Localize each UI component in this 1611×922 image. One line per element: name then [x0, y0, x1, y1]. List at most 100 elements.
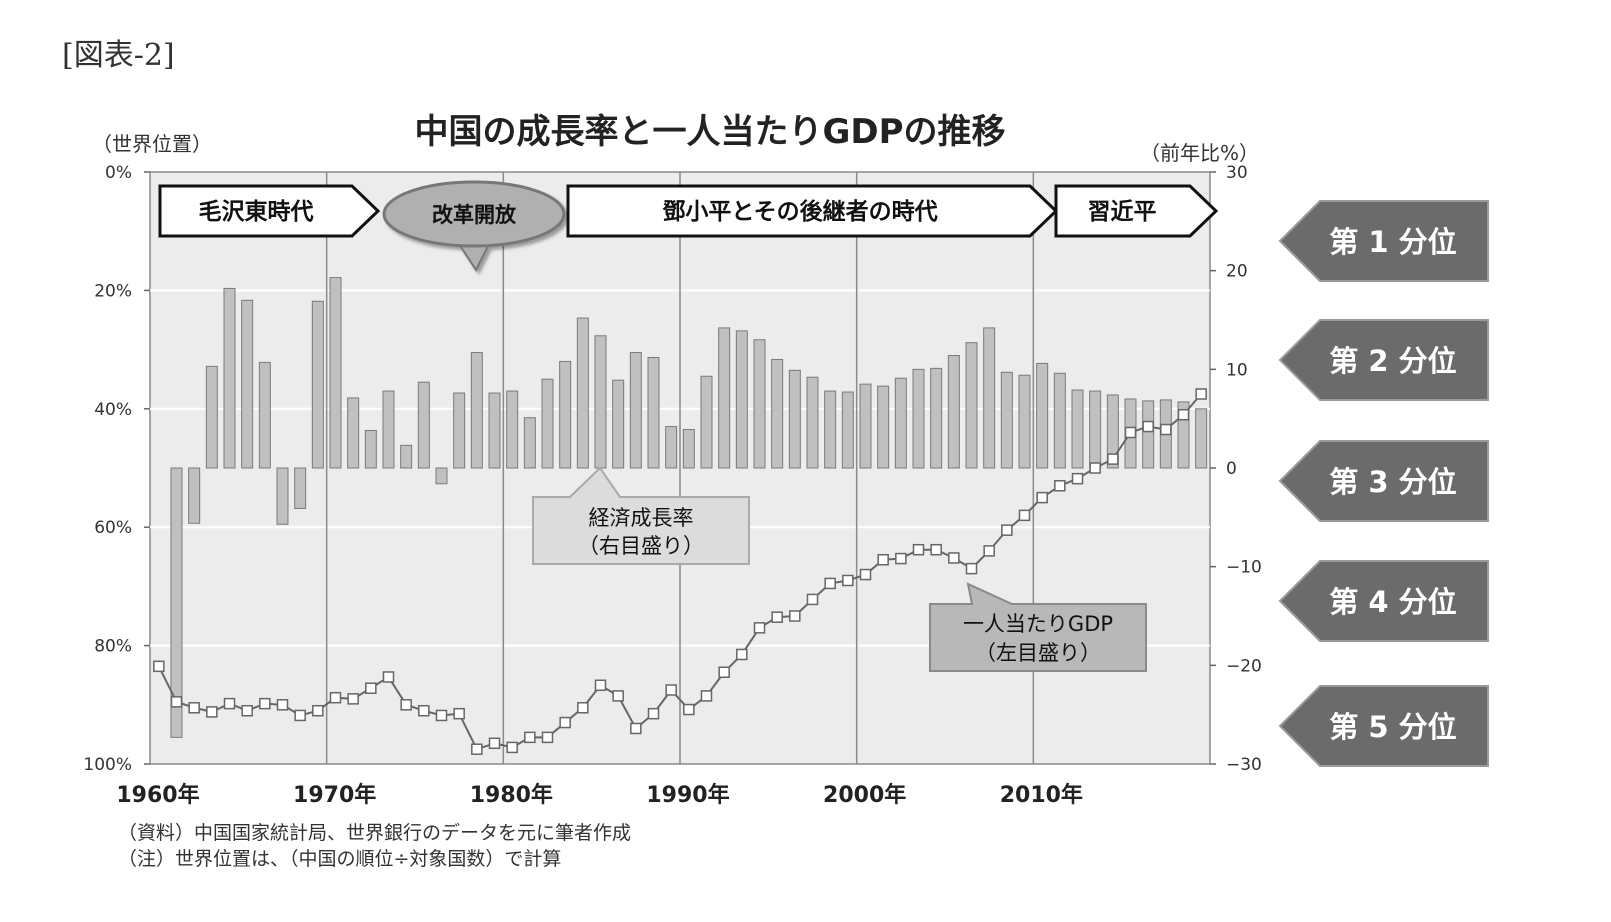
- gdp-point: [259, 697, 271, 710]
- era-banners: 毛沢東時代 改革開放 鄧小平とその後継者の時代 習近平: [158, 180, 1219, 273]
- gdp-point: [877, 554, 889, 566]
- gdp-point: [647, 707, 660, 720]
- gdp-point: [276, 699, 289, 711]
- gdp-point: [347, 693, 359, 705]
- growth-callout: 経済成長率 （右目盛り）: [532, 466, 750, 565]
- source-note: （資料）中国国家統計局、世界銀行のデータを元に筆者作成: [118, 822, 632, 844]
- growth-bar: [506, 390, 519, 469]
- gdp-point: [789, 610, 801, 622]
- growth-bar: [700, 375, 713, 469]
- growth-bar: [523, 417, 536, 469]
- growth-bar: [841, 391, 854, 469]
- axes: 0% 20% 40% 60% 80% 100% 30 20 10 0 −10 −20 −30 1960年 1…: [83, 163, 1262, 808]
- left-axis-caption: （世界位置）: [92, 132, 212, 156]
- quintile-label: 第 3 分位: [1329, 465, 1456, 499]
- gdp-point: [541, 731, 554, 744]
- right-tick-label: 0: [1226, 459, 1237, 479]
- gdp-point: [1018, 509, 1031, 522]
- growth-bar: [771, 358, 784, 469]
- era-reform-label: 改革開放: [432, 203, 517, 227]
- growth-callout-line2: （右目盛り）: [578, 534, 704, 558]
- gdp-point: [241, 704, 253, 717]
- quintile-markers: 第 1 分位第 2 分位第 3 分位第 4 分位第 5 分位: [1278, 200, 1489, 767]
- growth-bar: [930, 367, 943, 469]
- era-mao-label: 毛沢東時代: [199, 199, 314, 225]
- growth-bar: [718, 327, 731, 469]
- gdp-point: [382, 671, 395, 683]
- gdp-point: [842, 574, 854, 587]
- gdp-callout: 一人当たりGDP （左目盛り）: [929, 582, 1147, 672]
- gdp-point: [930, 543, 942, 556]
- growth-bar: [364, 430, 377, 469]
- growth-bar: [435, 467, 448, 485]
- growth-bar: [594, 335, 607, 469]
- gdp-point: [912, 543, 925, 556]
- quintile-arrow: [1278, 560, 1489, 642]
- growth-bar: [629, 352, 642, 469]
- era-xi-arrow: [1054, 184, 1219, 238]
- growth-bar: [170, 467, 183, 738]
- growth-bar: [665, 426, 678, 469]
- gdp-point: [1036, 491, 1048, 504]
- era-deng-arrow: [566, 184, 1059, 238]
- gdp-point: [506, 741, 518, 754]
- gdp-point: [718, 666, 730, 678]
- growth-bar: [470, 352, 483, 469]
- year-tick-label: 1980年: [470, 782, 553, 808]
- growth-bar: [241, 299, 254, 469]
- growth-bar: [877, 385, 890, 469]
- growth-bar: [1106, 394, 1119, 469]
- gdp-point: [577, 702, 589, 714]
- gdp-point: [488, 737, 501, 750]
- left-tick-label: 60%: [94, 518, 132, 538]
- era-xi-label: 習近平: [1088, 199, 1157, 225]
- era-reform-bubble: [382, 180, 566, 273]
- left-tick-label: 40%: [94, 400, 132, 420]
- quintile-label: 第 2 分位: [1329, 344, 1456, 378]
- left-tick-label: 100%: [83, 755, 132, 775]
- gdp-point: [1054, 480, 1066, 492]
- chart-title: 中国の成長率と一人当たりGDPの推移: [414, 112, 1006, 152]
- gdp-point: [329, 691, 342, 704]
- gdp-point: [594, 679, 607, 692]
- year-tick-label: 1990年: [646, 782, 729, 808]
- gdp-point: [824, 577, 836, 590]
- quintile-label: 第 5 分位: [1329, 710, 1456, 744]
- gdp-point: [1089, 462, 1101, 474]
- growth-bar: [806, 376, 819, 469]
- quintile-label: 第 1 分位: [1329, 225, 1456, 259]
- growth-bar: [947, 355, 960, 469]
- right-tick-label: −20: [1226, 656, 1262, 676]
- gdp-point: [170, 696, 183, 708]
- growth-bar: [576, 317, 589, 469]
- left-tick-label: 20%: [94, 281, 132, 301]
- growth-bar: [859, 383, 872, 469]
- gdp-point: [965, 562, 978, 575]
- right-tick-label: −30: [1226, 755, 1262, 775]
- quintile-label: 第 4 分位: [1329, 585, 1456, 619]
- right-axis-caption: （前年比%）: [1140, 141, 1260, 165]
- gdp-point: [736, 648, 748, 661]
- growth-bar: [1000, 371, 1013, 469]
- gdp-point: [188, 702, 200, 714]
- gdp-point: [1107, 453, 1119, 465]
- growth-bar: [347, 397, 360, 469]
- right-tick-label: 10: [1226, 360, 1248, 380]
- gdp-point: [365, 682, 377, 694]
- gdp-point: [895, 552, 907, 565]
- gdp-point: [1142, 420, 1154, 433]
- growth-bar: [417, 381, 430, 469]
- gdp-point: [312, 704, 324, 717]
- growth-bar: [541, 378, 554, 469]
- gdp-point: [559, 716, 571, 729]
- growth-bar: [205, 365, 218, 469]
- growth-bar: [188, 467, 201, 524]
- gdp-point: [294, 709, 306, 722]
- gdp-point: [771, 611, 783, 623]
- gdp-line: [153, 388, 1207, 755]
- quintile-arrow: [1278, 319, 1489, 401]
- growth-bar: [735, 330, 748, 469]
- gdp-point: [1160, 423, 1172, 436]
- growth-bar: [400, 444, 413, 469]
